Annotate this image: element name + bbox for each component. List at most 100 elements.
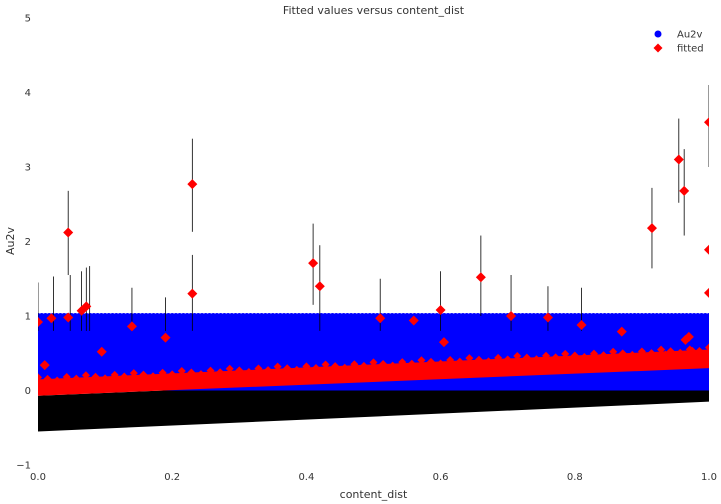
y-axis-label: Au2v	[4, 227, 17, 255]
fitted-point	[302, 362, 311, 371]
fitted-outlier	[680, 334, 691, 345]
fitted-point	[637, 347, 646, 356]
fitted-point	[72, 374, 81, 383]
fitted-outlier	[673, 154, 684, 165]
fitted-point	[589, 349, 598, 358]
legend-label-fitted: fitted	[677, 44, 704, 55]
fitted-point	[580, 353, 589, 362]
y-tick-label: 3	[25, 163, 31, 174]
fitted-point	[398, 358, 407, 367]
y-tick-label: 1	[25, 312, 31, 323]
fitted-point	[695, 346, 704, 355]
fitted-point	[570, 351, 579, 360]
fitted-point	[273, 362, 282, 371]
fitted-point	[206, 366, 215, 375]
fitted-point	[551, 353, 560, 362]
fitted-point	[158, 368, 167, 377]
fitted-point	[503, 355, 512, 364]
fitted-outlier	[187, 179, 198, 190]
x-tick-label: 1.0	[701, 472, 717, 483]
fitted-point	[43, 374, 52, 383]
legend-marker-fitted	[653, 43, 663, 53]
fitted-point	[331, 362, 340, 371]
fitted-outlier	[704, 244, 709, 255]
fitted-point	[522, 353, 531, 362]
fitted-point	[283, 364, 292, 373]
fitted-point	[350, 360, 359, 369]
x-axis-label: content_dist	[340, 488, 408, 501]
fitted-point	[657, 345, 666, 354]
fitted-outlier	[375, 313, 386, 324]
fitted-point	[455, 357, 464, 366]
fitted-point	[388, 361, 397, 370]
fitted-outlier	[308, 258, 319, 269]
fitted-outlier	[542, 312, 553, 323]
fitted-point	[484, 357, 493, 366]
fitted-point	[474, 355, 483, 364]
fitted-point	[359, 361, 368, 370]
y-axis: −1 0 1 2 3 4 5	[16, 14, 31, 472]
fitted-point	[446, 356, 455, 365]
legend: Au2v fitted	[653, 30, 704, 55]
fitted-outlier	[704, 117, 709, 128]
fitted-point	[91, 372, 100, 381]
plot-area	[38, 85, 709, 432]
fitted-point	[609, 347, 618, 356]
x-axis: 0.0 0.2 0.4 0.6 0.8 1.0	[30, 472, 717, 483]
fitted-point	[427, 357, 436, 366]
y-tick-label: −1	[16, 461, 31, 472]
fitted-point	[149, 372, 158, 381]
fitted-point	[542, 351, 551, 360]
fitted-point	[129, 369, 138, 378]
au2v-point	[706, 313, 709, 319]
fitted-point	[494, 353, 503, 362]
fitted-point	[235, 366, 244, 375]
chart-title: Fitted values versus content_dist	[283, 4, 465, 17]
fitted-point	[628, 350, 637, 359]
fitted-point	[561, 349, 570, 358]
x-tick-label: 0.8	[567, 472, 583, 483]
fitted-point	[369, 358, 378, 367]
fitted-outlier	[126, 321, 137, 332]
fitted-point	[532, 355, 541, 364]
fitted-point	[513, 352, 522, 361]
fitted-point	[38, 373, 42, 382]
y-tick-label: 4	[25, 88, 31, 99]
fitted-point	[244, 367, 253, 376]
fitted-outlier	[506, 311, 517, 321]
fitted-outlier	[63, 227, 74, 238]
fitted-outlier	[576, 319, 587, 330]
fitted-outlier	[660, 350, 671, 361]
fitted-outlier	[38, 316, 43, 327]
fitted-outlier	[160, 332, 171, 343]
fitted-outlier	[187, 288, 198, 299]
fitted-point	[216, 368, 225, 377]
y-tick-label: 5	[25, 14, 31, 25]
fitted-point	[340, 363, 349, 372]
fitted-point	[647, 349, 656, 358]
x-tick-label: 0.4	[298, 472, 314, 483]
fitted-point	[407, 359, 416, 368]
fitted-point	[436, 359, 445, 368]
fitted-point	[53, 376, 62, 385]
fitted-outlier	[408, 315, 419, 326]
fitted-point	[705, 343, 709, 352]
fitted-point	[101, 374, 110, 383]
y-tick-label: 2	[25, 237, 31, 248]
fitted-outlier	[46, 313, 57, 324]
fitted-point	[196, 370, 205, 379]
fitted-point	[379, 359, 388, 368]
fitted-outlier	[475, 272, 486, 283]
fitted-outlier	[96, 346, 107, 357]
fitted-point	[264, 366, 273, 375]
fitted-point	[311, 363, 320, 372]
fitted-point	[321, 360, 330, 369]
fitted-point	[599, 351, 608, 360]
y-tick-label: 0	[25, 386, 31, 397]
fitted-point	[465, 354, 474, 363]
fitted-point	[225, 364, 234, 373]
fitted-point	[618, 349, 627, 358]
fitted-point	[110, 370, 119, 379]
fitted-outlier	[435, 305, 446, 316]
